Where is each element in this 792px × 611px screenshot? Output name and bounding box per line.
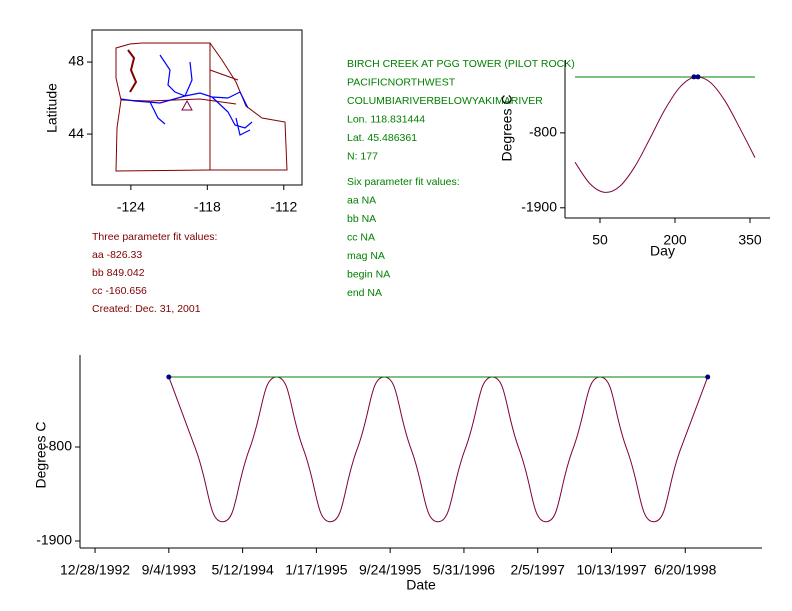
info-line: begin NA xyxy=(347,268,390,280)
info-line: Six parameter fit values: xyxy=(347,176,460,188)
puget-sound xyxy=(127,49,138,93)
info-line: Lat. 45.486361 xyxy=(347,132,417,144)
info-line: N: 177 xyxy=(347,150,378,162)
data-line xyxy=(574,76,756,193)
x-tick-label: 9/4/1993 xyxy=(142,562,197,578)
info-line: Lon. 118.831444 xyxy=(347,113,425,125)
x-tick-label: 2/5/1997 xyxy=(510,562,565,578)
y-tick-label: 48 xyxy=(68,53,84,69)
map-frame xyxy=(91,29,303,186)
y-tick-label: -1900 xyxy=(521,198,557,214)
data-point xyxy=(705,374,711,380)
info-line: PACIFICNORTHWEST xyxy=(347,76,456,88)
site-marker xyxy=(181,99,193,111)
x-tick-label: 6/20/1998 xyxy=(654,562,716,578)
x-tick-label: 10/13/1997 xyxy=(576,562,646,578)
y-tick-label: -1900 xyxy=(36,532,72,548)
info-line: aa -826.33 xyxy=(92,249,142,261)
x-tick-label: 9/24/1995 xyxy=(359,562,421,578)
info-line: Three parameter fit values: xyxy=(92,231,217,243)
info-line: bb NA xyxy=(347,213,376,225)
x-tick-label: 350 xyxy=(738,232,762,248)
info-line: BIRCH CREEK AT PGG TOWER (PILOT ROCK) xyxy=(347,58,575,70)
region-outline xyxy=(115,42,288,172)
info-line: aa NA xyxy=(347,194,376,206)
x-tick-label: 12/28/1992 xyxy=(60,562,130,578)
x-axis-label: Date xyxy=(406,577,436,593)
data-point xyxy=(695,74,701,80)
y-axis-label: Latitude xyxy=(44,83,60,133)
info-line: COLUMBIARIVERBELOWYAKIMARIVER xyxy=(347,95,543,107)
x-axis-label: Day xyxy=(650,243,675,259)
x-tick-label: 5/31/1996 xyxy=(433,562,495,578)
y-tick-label: -800 xyxy=(529,124,557,140)
x-tick-label: -112 xyxy=(270,199,297,215)
info-line: Created: Dec. 31, 2001 xyxy=(92,303,201,315)
y-tick-label: -800 xyxy=(44,438,72,454)
rivers xyxy=(120,54,253,136)
map-geometry xyxy=(115,42,288,172)
info-line: cc -160.656 xyxy=(92,285,147,297)
x-tick-label: 5/12/1994 xyxy=(211,562,273,578)
info-line: mag NA xyxy=(347,250,385,262)
data-point xyxy=(166,374,172,380)
y-axis-label: Degrees C xyxy=(33,422,49,489)
data-point xyxy=(691,74,697,80)
x-tick-label: 1/17/1995 xyxy=(285,562,347,578)
info-line: cc NA xyxy=(347,231,375,243)
y-tick-label: 44 xyxy=(68,125,84,141)
info-line: bb 849.042 xyxy=(92,267,145,279)
data-line xyxy=(168,376,709,523)
x-tick-label: 200 xyxy=(663,232,687,248)
x-tick-label: -118 xyxy=(194,199,221,215)
info-line: end NA xyxy=(347,287,382,299)
x-tick-label: -124 xyxy=(117,199,145,215)
y-axis-label: Degrees C xyxy=(499,95,515,162)
x-tick-label: 50 xyxy=(592,232,608,248)
